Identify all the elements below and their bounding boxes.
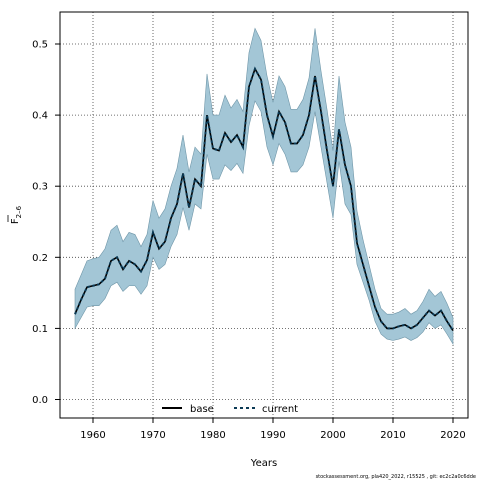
x-tick-label: 1970 — [140, 430, 165, 441]
y-tick-label: 0.1 — [32, 324, 48, 335]
series-layer — [74, 66, 454, 332]
x-tick-label: 2000 — [320, 430, 345, 441]
legend: base current — [162, 404, 298, 415]
y-axis-label-main: F — [10, 218, 21, 224]
legend-current-label: current — [262, 404, 298, 415]
y-tick-label: 0.0 — [32, 395, 48, 406]
x-axis-label: Years — [250, 458, 277, 469]
y-tick-label: 0.3 — [32, 182, 48, 193]
y-tick-label: 0.2 — [32, 253, 48, 264]
confidence-band — [74, 27, 454, 346]
x-tick-label: 1980 — [200, 430, 225, 441]
x-tick-label: 2020 — [440, 430, 465, 441]
confidence-band-layer — [74, 27, 454, 346]
legend-base-label: base — [190, 404, 214, 415]
y-axis-label: F2–6 — [7, 205, 23, 224]
x-tick-label: 2010 — [380, 430, 405, 441]
y-axis-label-sub: 2–6 — [15, 205, 23, 218]
footer-note: stockassessment.org, pla420_2022, r15525… — [316, 474, 476, 480]
x-axis: 1960 1970 1980 1990 2000 2010 2020 — [80, 418, 466, 441]
y-tick-label: 0.5 — [32, 39, 48, 50]
x-tick-label: 1990 — [260, 430, 285, 441]
series-line-current — [74, 66, 454, 332]
plot-frame — [59, 11, 469, 419]
svg-text:F2–6: F2–6 — [10, 205, 23, 224]
y-tick-label: 0.4 — [32, 111, 48, 122]
x-tick-label: 1960 — [80, 430, 105, 441]
y-axis: 0.0 0.1 0.2 0.3 0.4 0.5 — [32, 39, 60, 406]
